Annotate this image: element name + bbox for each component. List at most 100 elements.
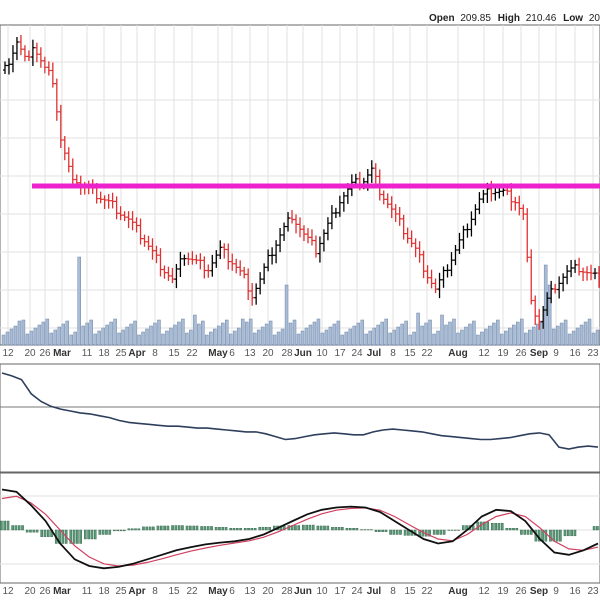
volume-bar [436,330,440,346]
macd-histogram-bar [98,529,102,535]
volume-bar [205,334,209,346]
macd-histogram-bar [152,526,155,531]
volume-bar [133,320,137,346]
x-tick-label: 15 [168,348,180,359]
macd-histogram-bar [331,527,334,531]
low-label: Low [563,13,583,24]
macd-histogram-bar [483,521,486,531]
volume-bar [316,318,321,346]
macd-histogram-bar [494,523,497,531]
macd-histogram-bar [137,528,141,531]
x-tick-label-bottom: 6 [229,586,235,597]
volume-bar [125,326,129,346]
volume-bar [500,333,504,346]
macd-histogram-bar [122,529,126,532]
volume-bar [77,256,81,346]
x-tick-label: 18 [98,348,110,359]
price-panel [0,24,600,346]
volume-bar [575,327,580,346]
macd-histogram-bar [311,524,315,531]
macd-histogram-bar [235,528,239,531]
x-tick-label-bottom: 20 [262,586,274,597]
volume-bar [332,323,337,346]
volume-bar [153,322,157,346]
volume-bar [288,322,293,346]
volume-bar [61,323,66,346]
macd-histogram-bar [258,527,262,531]
macd-histogram-bar [596,526,599,531]
x-tick-label-bottom: 10 [316,586,328,597]
volume-bar [33,327,38,346]
volume-bar [13,325,18,346]
volume-bar [177,321,181,346]
x-tick-label: 24 [351,348,363,359]
macd-histogram-bar [505,528,509,531]
macd-histogram-bar [334,527,338,531]
volume-bar [193,314,197,346]
macd-histogram-bar [17,525,21,531]
volume-bar [352,325,357,346]
x-tick-label: 28 [281,348,293,359]
macd-panel [0,472,600,584]
volume-bar [21,319,26,346]
macd-histogram-bar [500,523,504,531]
x-tick-label: 8 [152,348,158,359]
macd-histogram-bar [384,529,388,532]
volume-bars [1,256,600,346]
volume-bar [480,331,484,346]
x-tick-label-bottom: 8 [152,586,158,597]
volume-bar [264,323,269,346]
macd-histogram-bar [160,525,163,531]
volume-bar [105,324,109,346]
macd-histogram-bar [142,526,145,531]
macd-histogram-bar [79,529,82,544]
high-label: High [498,13,520,24]
volume-bar [376,324,380,346]
volume-bar [508,327,512,346]
volume-bar [380,321,384,346]
volume-bar [161,333,165,346]
volume-bar [524,332,528,346]
volume-bar [73,331,77,346]
volume-bar [236,327,241,346]
volume-bar [280,328,285,346]
macd-histogram-bar [526,529,530,535]
volume-bar [29,330,34,346]
volume-bar [260,326,265,346]
volume-bar [49,332,54,346]
macd-histogram-bar [253,528,257,531]
macd-histogram-bar [181,525,184,531]
volume-bar [17,320,22,346]
volume-bar [101,327,105,346]
volume-bar [547,284,552,346]
volume-bar [340,334,345,346]
macd-histogram-bar [25,529,29,533]
volume-bar [504,330,508,346]
macd-histogram-bar [348,528,352,531]
volume-bar [512,324,516,346]
macd-histogram-bar [508,528,512,531]
volume-bar [292,319,297,346]
macd-histogram-bar [203,526,207,531]
macd-histogram-bar [119,529,123,532]
x-tick-label: Apr [128,348,145,359]
volume-bar [221,322,225,346]
macd-histogram-bar [185,525,189,531]
volume-bar [344,331,349,346]
macd-histogram-bar [61,529,65,544]
macd-histogram-bar [439,529,443,535]
volume-bar [368,330,373,346]
x-tick-label: Jun [294,348,312,359]
x-tick-label-bottom: 23 [587,586,599,597]
volume-bar [145,328,149,346]
macd-histogram-bar [352,528,355,531]
volume-bar [444,324,448,346]
macd-histogram-bar [93,529,97,540]
volume-bar [93,333,97,346]
volume-bar [456,332,460,346]
macd-histogram-bar [592,526,596,531]
macd-histogram-bar [323,525,326,531]
volume-bar [372,327,376,346]
x-tick-label-bottom: 13 [244,586,256,597]
